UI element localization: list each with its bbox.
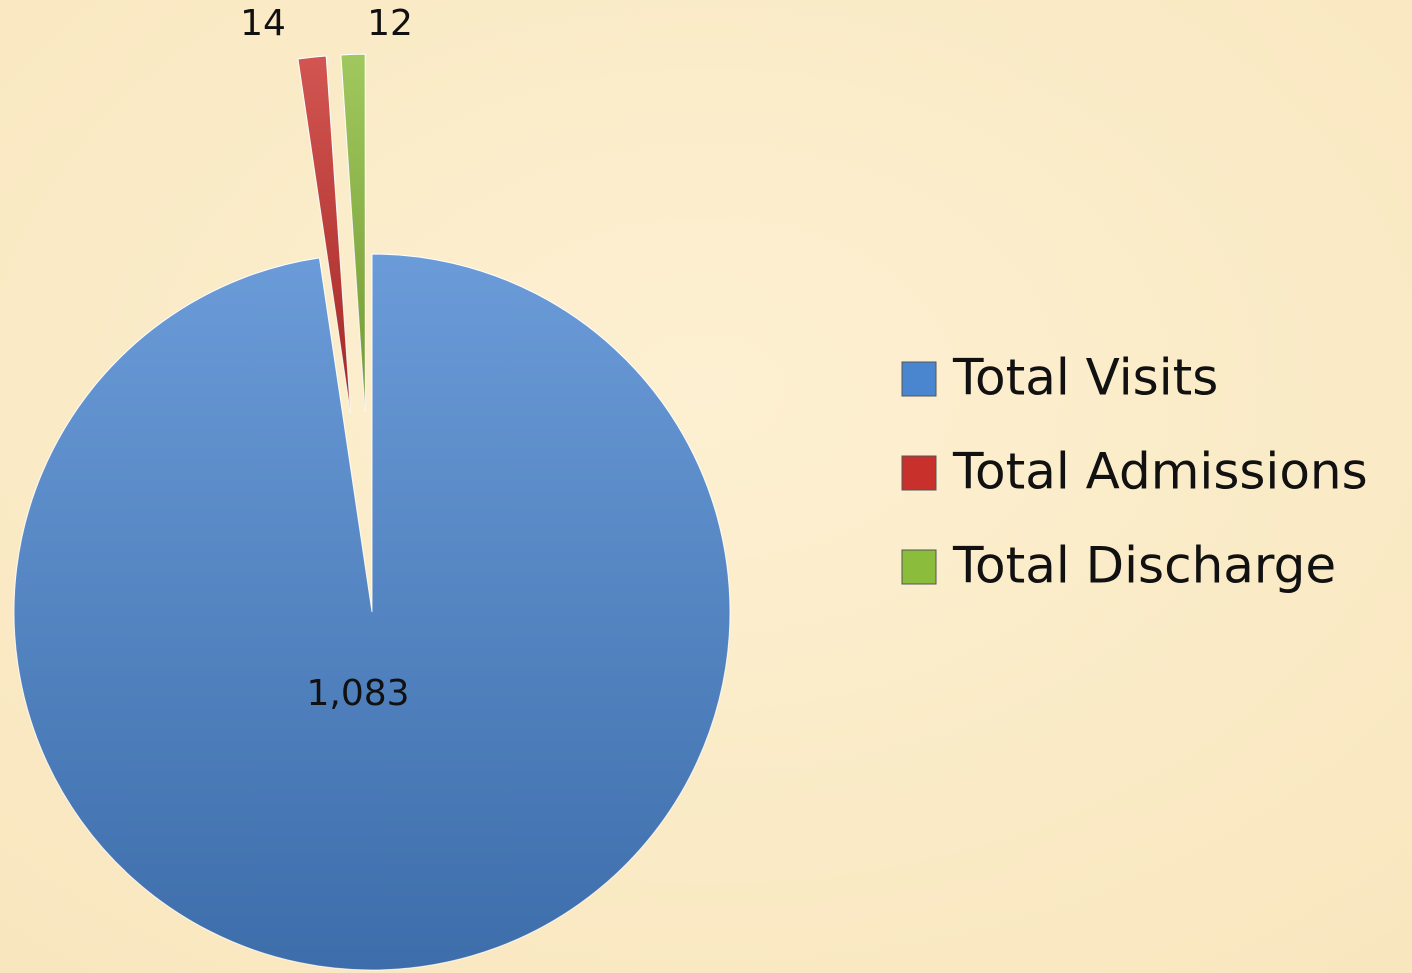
legend-swatch (901, 361, 937, 397)
data-label: 1,083 (306, 673, 409, 714)
data-label: 12 (367, 3, 413, 44)
legend-swatch (901, 455, 937, 491)
slice-shade (340, 54, 366, 413)
legend-label: Total Discharge (952, 537, 1336, 595)
data-label: 14 (240, 3, 286, 44)
slice-shade (297, 55, 351, 414)
legend-label: Total Admissions (952, 443, 1368, 501)
legend-label: Total Visits (952, 349, 1218, 407)
legend-swatch (901, 549, 937, 585)
slice-shade (13, 254, 731, 970)
